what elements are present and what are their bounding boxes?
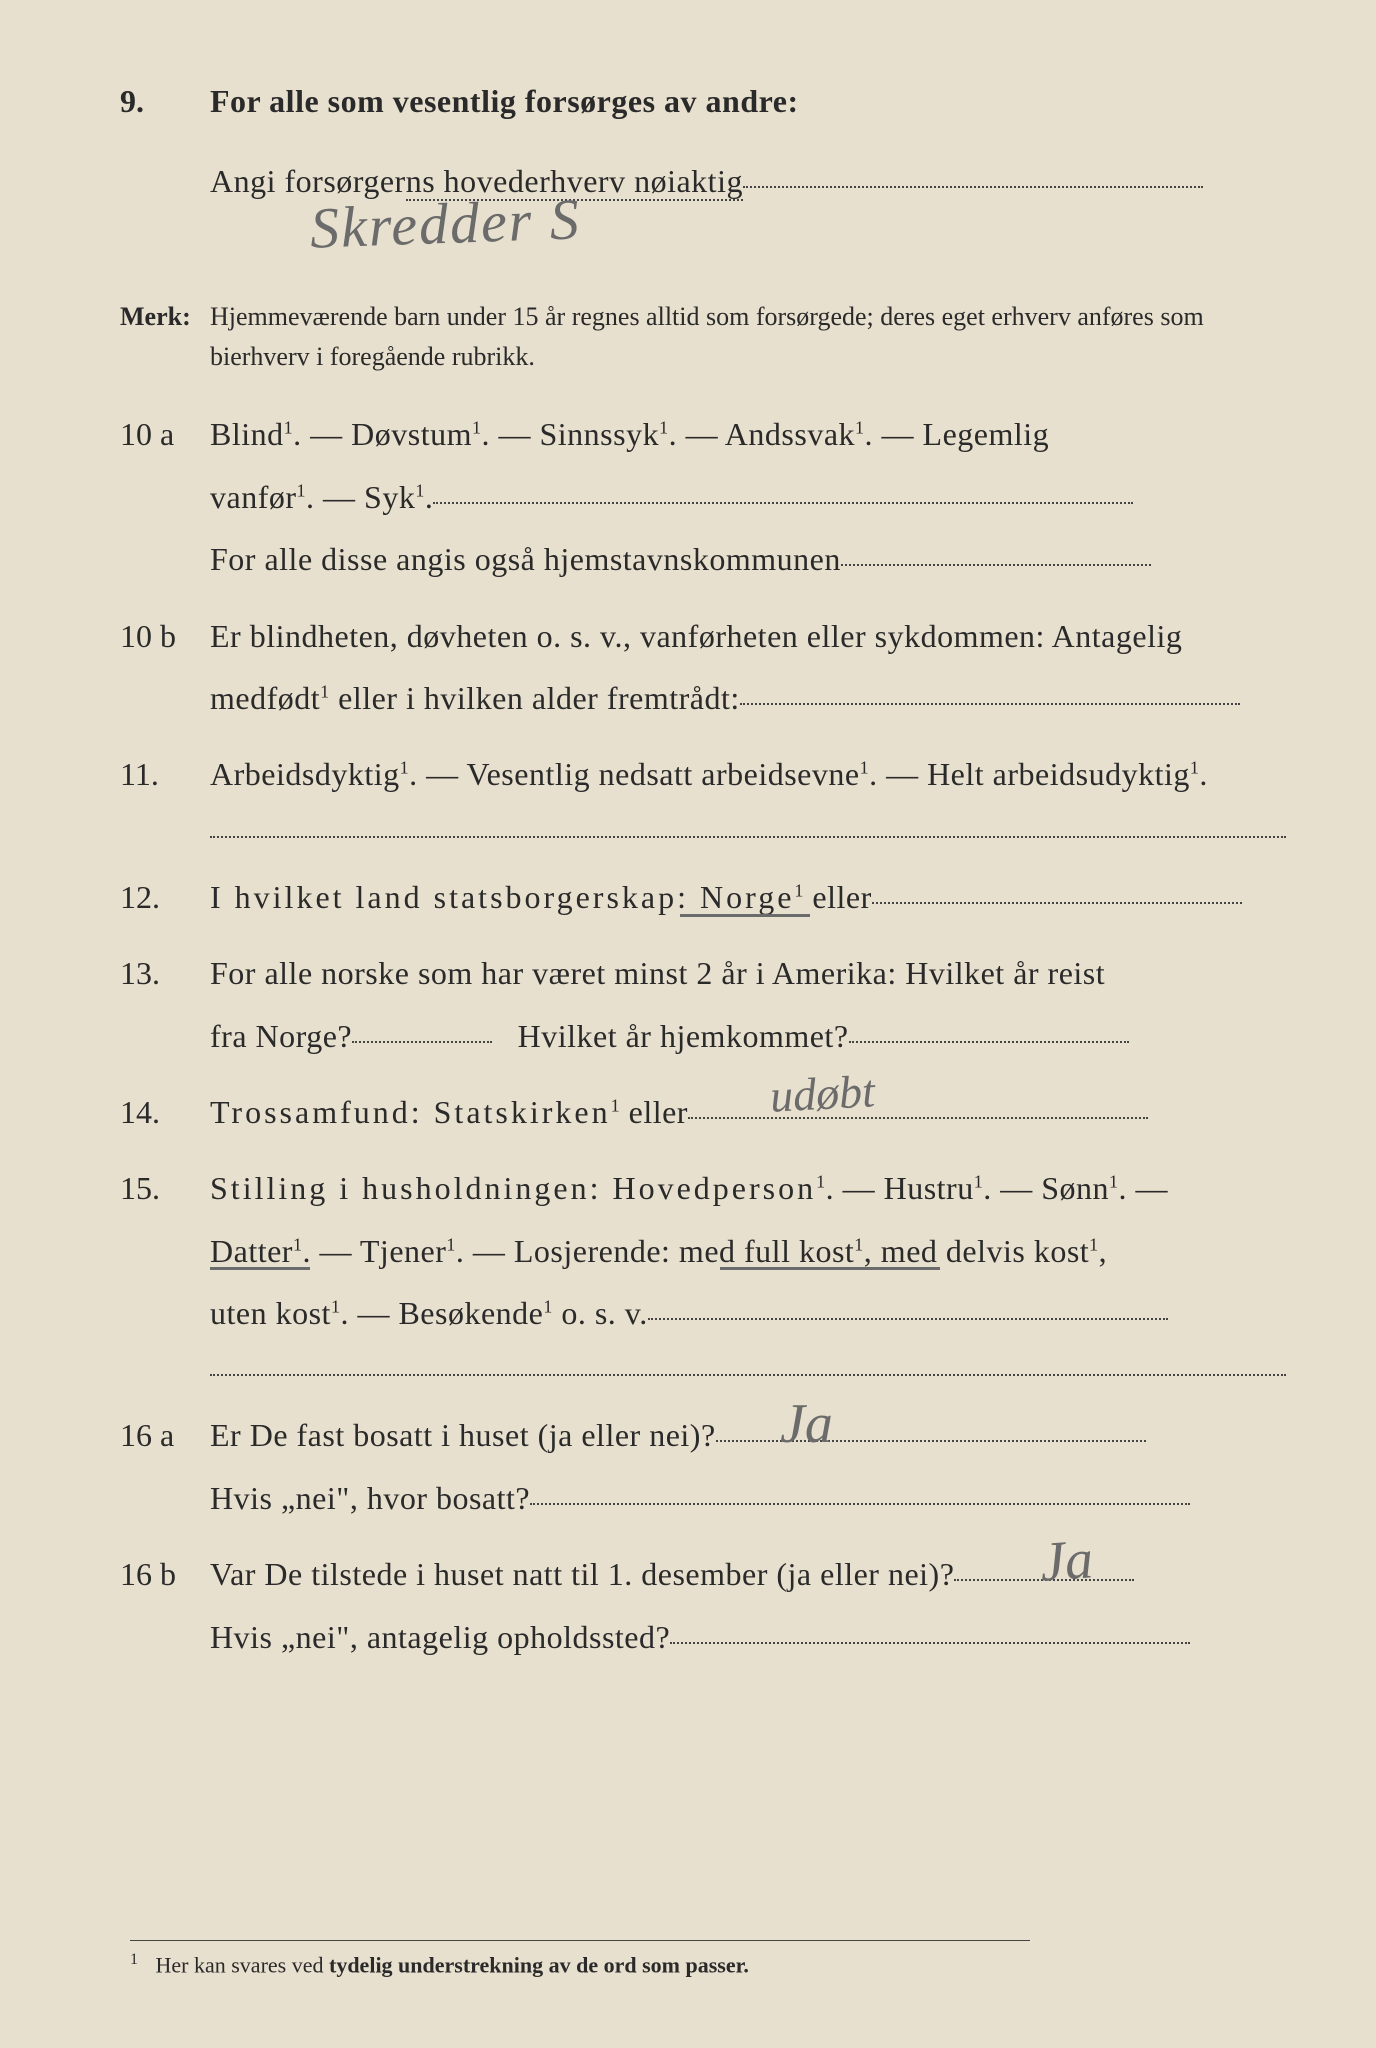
q11-num: 11. <box>120 756 210 793</box>
q16a-handwriting: Ja <box>780 1392 833 1456</box>
q15-row: 15. Stilling i husholdningen: Hovedperso… <box>120 1157 1286 1344</box>
q13-row: 13. For alle norske som har været minst … <box>120 942 1286 1067</box>
divider-1 <box>210 836 1286 838</box>
q10b-num: 10 b <box>120 618 210 655</box>
q13-content: For alle norske som har været minst 2 år… <box>210 942 1286 1067</box>
q14-handwriting: udøbt <box>769 1064 876 1122</box>
q9-num: 9. <box>120 83 210 120</box>
q16a-row: 16 a Er De fast bosatt i huset (ja eller… <box>120 1404 1286 1529</box>
q14-content: Trossamfund: Statskirken1 eller <box>210 1081 1286 1143</box>
q16b-num: 16 b <box>120 1556 210 1593</box>
q15-underline-datter <box>210 1267 310 1270</box>
census-form-page: 9. For alle som vesentlig forsørges av a… <box>120 70 1286 1668</box>
q16a-content: Er De fast bosatt i huset (ja eller nei)… <box>210 1404 1286 1529</box>
q9-row2: Angi forsørgerns hovederhverv nøiaktig S… <box>120 150 1286 212</box>
q9-line1: For alle som vesentlig forsørges av andr… <box>210 70 1286 132</box>
q11-row: 11. Arbeidsdyktig1. — Vesentlig nedsatt … <box>120 743 1286 805</box>
q15-underline-kost <box>720 1267 940 1270</box>
q16b-content: Var De tilstede i huset natt til 1. dese… <box>210 1543 1286 1668</box>
footnote: 1 Her kan svares ved tydelig understrekn… <box>130 1940 1030 1978</box>
q12-row: 12. I hvilket land statsborgerskap: Norg… <box>120 866 1286 928</box>
q10a-num: 10 a <box>120 416 210 453</box>
q12-content: I hvilket land statsborgerskap: Norge1 e… <box>210 866 1286 928</box>
q12-num: 12. <box>120 879 210 916</box>
q9-row1: 9. For alle som vesentlig forsørges av a… <box>120 70 1286 132</box>
q11-content: Arbeidsdyktig1. — Vesentlig nedsatt arbe… <box>210 743 1286 805</box>
q16b-row: 16 b Var De tilstede i huset natt til 1.… <box>120 1543 1286 1668</box>
merk-text: Hjemmeværende barn under 15 år regnes al… <box>210 297 1286 378</box>
merk-row: Merk: Hjemmeværende barn under 15 år reg… <box>120 297 1286 378</box>
q12-underline <box>680 914 810 917</box>
q15-num: 15. <box>120 1170 210 1207</box>
q10a-row: 10 a Blind1. — Døvstum1. — Sinnssyk1. — … <box>120 403 1286 590</box>
q10a-content: Blind1. — Døvstum1. — Sinnssyk1. — Andss… <box>210 403 1286 590</box>
q10b-row: 10 b Er blindheten, døvheten o. s. v., v… <box>120 605 1286 730</box>
q14-row: 14. Trossamfund: Statskirken1 eller udøb… <box>120 1081 1286 1143</box>
q16a-num: 16 a <box>120 1417 210 1454</box>
q9-handwriting: Skredder S <box>309 186 582 262</box>
merk-label: Merk: <box>120 302 210 332</box>
q10b-content: Er blindheten, døvheten o. s. v., vanfør… <box>210 605 1286 730</box>
q13-num: 13. <box>120 955 210 992</box>
q16b-handwriting: Ja <box>1038 1527 1095 1595</box>
divider-2 <box>210 1374 1286 1376</box>
q15-content: Stilling i husholdningen: Hovedperson1. … <box>210 1157 1286 1344</box>
q14-num: 14. <box>120 1094 210 1131</box>
